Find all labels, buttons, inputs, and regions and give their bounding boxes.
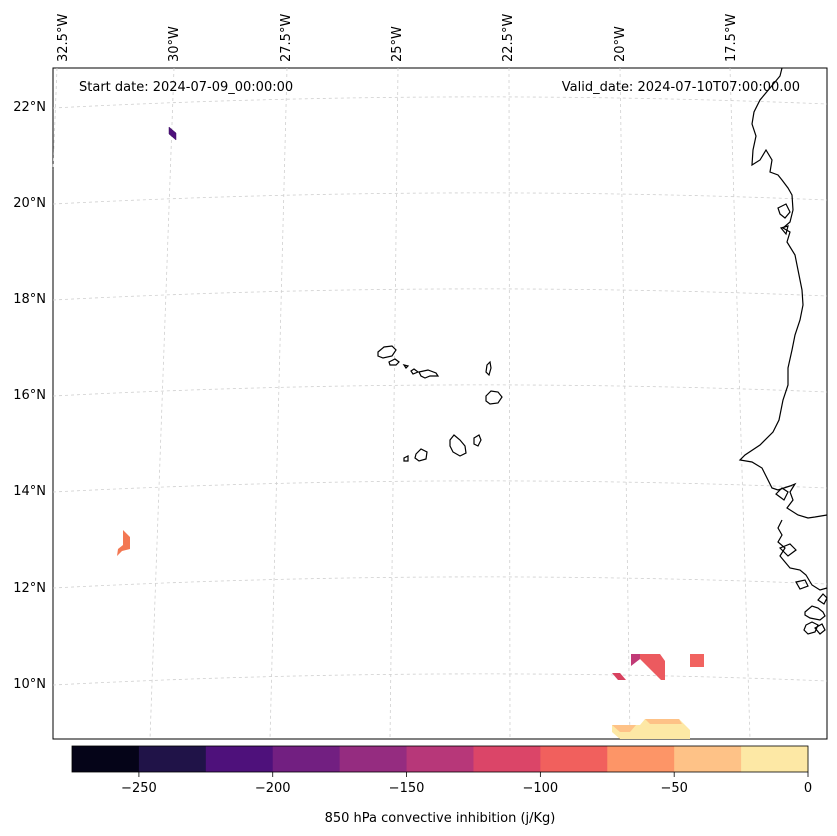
cin-patch-north xyxy=(168,126,177,141)
cin-patch-west xyxy=(117,530,130,556)
lat-label: 20°N xyxy=(13,196,46,211)
colorbar-swatch xyxy=(473,746,541,772)
island-sao-nicolau xyxy=(410,368,440,379)
cin-patch-south-2 xyxy=(690,654,704,667)
valid-date-text: Valid_date: 2024-07-10T07:00:00.00 xyxy=(562,80,800,95)
meridian-25w xyxy=(389,67,399,740)
colorbar-swatch xyxy=(72,746,140,772)
colorbar-swatch xyxy=(540,746,608,772)
colorbar-swatch xyxy=(607,746,675,772)
coast-inlet-north xyxy=(777,203,791,236)
meridian-32-5w xyxy=(52,67,58,171)
colorbar-swatch xyxy=(138,746,207,772)
colorbar-tick-label: 0 xyxy=(804,781,812,796)
gridlines xyxy=(52,67,828,740)
cin-contours xyxy=(117,126,704,739)
lat-label: 12°N xyxy=(13,581,46,596)
cin-patch-bottom-a xyxy=(612,725,636,732)
lat-label: 22°N xyxy=(13,100,46,115)
island-maio xyxy=(473,434,482,447)
meridian-20w xyxy=(619,67,631,740)
coast-inlet-south xyxy=(775,487,797,557)
colorbar-tick-label: −200 xyxy=(255,781,291,796)
cape-verde-islands xyxy=(377,345,503,462)
parallel-14n xyxy=(52,480,828,493)
colorbar-swatch xyxy=(406,746,474,772)
lon-label: 27.5°W xyxy=(279,14,294,62)
colorbar-swatch xyxy=(741,746,809,772)
meridian-27-5w xyxy=(269,67,288,740)
meridian-30w xyxy=(149,67,175,740)
colorbar-swatch xyxy=(272,746,341,772)
lon-label: 32.5°W xyxy=(56,14,71,62)
africa-coastline xyxy=(738,67,828,635)
cin-patch-south-1b xyxy=(631,654,640,666)
lon-label: 17.5°W xyxy=(724,14,739,62)
island-sal xyxy=(485,360,492,377)
cin-patch-south-1 xyxy=(631,654,665,680)
parallel-22n xyxy=(52,96,828,109)
lon-label: 22.5°W xyxy=(501,14,516,62)
island-sao-vicente xyxy=(388,358,400,366)
colorbar-ticks: −250 −200 −150 −100 −50 0 xyxy=(121,772,812,796)
colorbar-tick-label: −150 xyxy=(389,781,425,796)
colorbar-swatch xyxy=(339,746,408,772)
colorbar-tick-label: −250 xyxy=(121,781,157,796)
island-santiago xyxy=(449,434,467,457)
lat-label: 18°N xyxy=(13,292,46,307)
lon-label: 20°W xyxy=(613,26,628,62)
colorbar-swatches xyxy=(72,746,809,772)
start-date-text: Start date: 2024-07-09_00:00:00 xyxy=(79,80,293,95)
cin-patch-bottom-b xyxy=(645,719,682,724)
island-santa-luzia xyxy=(402,364,410,369)
island-fogo xyxy=(414,448,428,462)
colorbar-tick-label: −100 xyxy=(523,781,559,796)
parallel-10n xyxy=(52,673,828,686)
longitude-labels: 32.5°W 30°W 27.5°W 25°W 22.5°W 20°W 17.5… xyxy=(56,14,739,62)
colorbar: −250 −200 −150 −100 −50 0 850 hPa convective … xyxy=(71,745,812,826)
parallel-20n xyxy=(52,192,828,205)
lon-label: 25°W xyxy=(390,26,405,62)
lat-label: 10°N xyxy=(13,677,46,692)
island-santo-antao xyxy=(377,345,397,359)
colorbar-tick-label: −50 xyxy=(660,781,687,796)
island-brava xyxy=(403,455,409,462)
meridian-22-5w xyxy=(508,67,511,740)
parallel-12n xyxy=(52,576,828,589)
meridian-17-5w xyxy=(729,67,751,740)
colorbar-label: 850 hPa convective inhibition (j/Kg) xyxy=(325,811,556,826)
colorbar-swatch xyxy=(205,746,274,772)
lat-label: 14°N xyxy=(13,484,46,499)
cin-patch-south-3 xyxy=(612,673,626,680)
latitude-labels: 22°N 20°N 18°N 16°N 14°N 12°N 10°N xyxy=(13,100,46,692)
parallel-18n xyxy=(52,288,828,301)
map-frame xyxy=(52,67,828,740)
lat-label: 16°N xyxy=(13,388,46,403)
colorbar-frame xyxy=(71,745,809,773)
island-boa-vista xyxy=(485,390,503,405)
colorbar-swatch xyxy=(674,746,742,772)
parallel-16n xyxy=(52,384,828,397)
lon-label: 30°W xyxy=(167,26,182,62)
